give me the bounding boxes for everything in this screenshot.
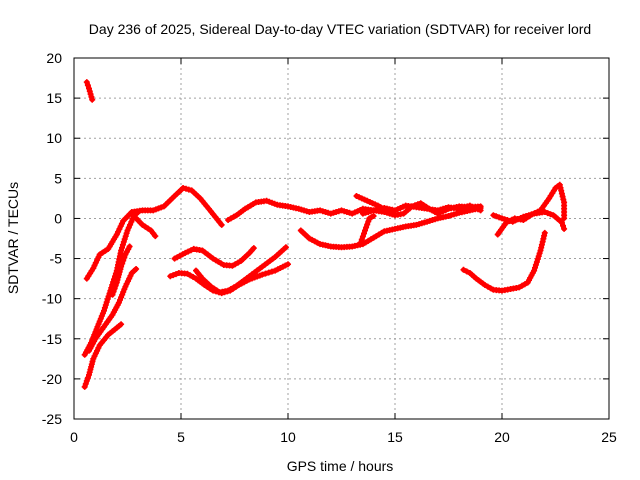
series-line: [461, 230, 548, 294]
y-tick-label: -15: [42, 331, 62, 347]
x-tick-label: 25: [601, 429, 617, 445]
series-line: [172, 245, 257, 269]
series-arc-3: [81, 209, 142, 358]
series-markers: [460, 229, 548, 294]
series-arc-1: [83, 79, 96, 103]
y-tick-label: 0: [54, 210, 62, 226]
series-markers: [357, 213, 377, 246]
series-markers: [83, 79, 96, 103]
axis-ticks: 0 5 10 15 20 25 -25 -20 -15 -10 -5 0 5 10 15 20: [42, 50, 617, 445]
series-markers: [193, 244, 289, 296]
series-markers: [130, 213, 159, 240]
y-tick-label: 15: [46, 90, 62, 106]
y-tick-label: -25: [42, 411, 62, 427]
series-arc-6: [109, 243, 133, 298]
plot-frame: [73, 57, 610, 420]
x-tick-label: 0: [70, 429, 78, 445]
series-markers: [171, 245, 257, 269]
x-axis-label: GPS time / hours: [287, 458, 394, 474]
series-arc-7: [130, 213, 159, 240]
series-arc-17: [494, 181, 568, 238]
y-tick-label: 10: [46, 130, 62, 146]
x-tick-label: 5: [177, 429, 185, 445]
x-tick-label: 10: [280, 429, 296, 445]
y-tick-label: -10: [42, 291, 62, 307]
y-tick-label: -20: [42, 371, 62, 387]
series-markers: [490, 209, 568, 232]
series-markers: [109, 243, 133, 298]
series-arc-16: [460, 229, 548, 294]
chart-title: Day 236 of 2025, Sidereal Day-to-day VTE…: [89, 21, 591, 37]
series-arc-15: [357, 213, 377, 246]
y-tick-label: -5: [50, 251, 63, 267]
series-arc-10: [193, 244, 289, 296]
grid: [74, 58, 609, 419]
series-markers: [81, 321, 125, 390]
series-arc-18: [490, 209, 568, 232]
series-markers: [81, 209, 142, 358]
series-arc-9: [171, 245, 257, 269]
series-arc-14: [353, 193, 398, 218]
y-tick-label: 5: [54, 170, 62, 186]
series-arc-4: [81, 321, 125, 390]
series-markers: [494, 181, 568, 238]
series-markers: [353, 193, 398, 218]
series-arc-5: [86, 266, 140, 354]
x-tick-label: 15: [387, 429, 403, 445]
data-series: [81, 79, 568, 390]
x-tick-label: 20: [494, 429, 510, 445]
y-tick-label: 20: [46, 50, 62, 66]
series-markers: [86, 266, 140, 354]
y-axis-label: SDTVAR / TECUs: [5, 182, 21, 294]
